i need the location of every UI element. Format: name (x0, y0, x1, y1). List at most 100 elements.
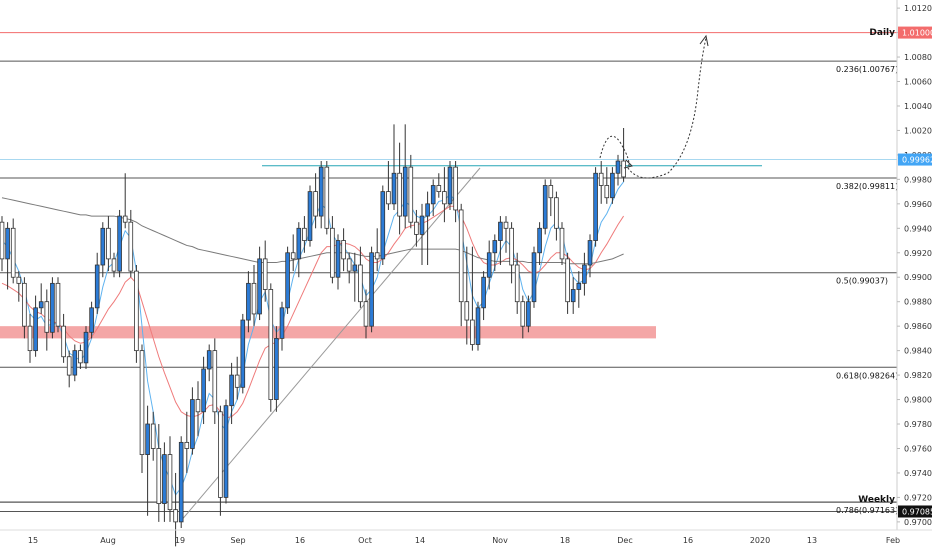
candle-up (190, 387, 195, 455)
long-ma-line (1, 197, 624, 265)
candle-body (229, 374, 234, 407)
candle-up (475, 301, 481, 351)
candle-body (386, 191, 391, 205)
candle-body (481, 276, 486, 309)
candle-down (330, 216, 335, 284)
candle-down (128, 209, 134, 278)
candle-body (419, 215, 425, 235)
candle-down (55, 277, 61, 333)
candle-body (212, 350, 218, 413)
candle-body (178, 441, 184, 523)
candle-body (44, 301, 50, 333)
candle-down (16, 271, 22, 302)
candle-up (447, 161, 453, 210)
x-tick-label: 16 (295, 536, 305, 545)
candle-up (33, 295, 38, 357)
candle-down (604, 167, 610, 204)
candle-up (50, 277, 55, 339)
candle-up (352, 252, 358, 302)
candle-down (0, 216, 5, 272)
candle-body (94, 264, 100, 309)
candle-body (307, 191, 313, 241)
candle-body (223, 405, 229, 498)
candle-body (380, 191, 386, 260)
candle-down (156, 424, 162, 522)
y-tick-label: 0.97000 (904, 518, 932, 527)
candle-down (408, 154, 414, 229)
candle-body (391, 172, 397, 205)
level-label-fib-0.382: 0.382(0.99811) (836, 182, 898, 191)
candle-body (66, 356, 72, 376)
level-label-fib-0.5: 0.5(0.99037) (836, 277, 888, 286)
candle-body (570, 289, 576, 303)
candle-down (106, 216, 111, 272)
weekly-tag-bg (898, 505, 932, 518)
x-tick-label: Nov (492, 536, 508, 545)
candle-body (78, 350, 83, 364)
candle-body (531, 252, 537, 303)
candle-up (498, 216, 503, 265)
candle-down (10, 218, 16, 284)
candle-down (122, 173, 128, 229)
candle-body (206, 350, 212, 370)
candle-up (430, 179, 436, 217)
candle-body (498, 221, 503, 241)
candles (0, 124, 626, 547)
candle-body (190, 399, 195, 449)
candle-body (548, 185, 554, 199)
candle-body (111, 258, 117, 272)
candle-body (38, 301, 44, 309)
candle-up (206, 344, 212, 382)
level-label-fib-0.786: 0.786(0.97163) (836, 506, 898, 515)
candle-down (134, 265, 139, 363)
candle-up (486, 240, 492, 290)
candle-down (234, 356, 240, 400)
candle-body (16, 276, 22, 284)
candle-down (453, 161, 458, 223)
candle-up (582, 252, 587, 296)
candle-down (414, 209, 419, 247)
candle-body (341, 240, 346, 260)
candle-up (369, 246, 374, 333)
candle-body (195, 399, 201, 413)
candle-body (458, 209, 464, 303)
candle-up (576, 271, 582, 308)
candle-body (565, 258, 570, 303)
candle-body (492, 240, 498, 254)
x-tick-label: Aug (100, 536, 116, 545)
x-tick-label: 19 (175, 536, 185, 545)
candle-down (436, 173, 442, 198)
x-tick-label: Sep (230, 536, 245, 545)
price-tags: 1.01000 0.99962 0.97085 (898, 26, 932, 518)
candle-body (156, 448, 162, 504)
candle-up (380, 185, 386, 265)
x-tick-label: Dec (617, 536, 632, 545)
candle-body (50, 282, 55, 333)
candle-up (5, 222, 10, 290)
candle-body (22, 282, 27, 327)
candle-body (447, 166, 453, 205)
candle-up (318, 161, 324, 229)
candle-down (324, 161, 330, 235)
candle-body (346, 258, 352, 272)
candle-body (0, 221, 5, 260)
candle-down (78, 344, 83, 369)
candle-up (94, 252, 100, 314)
candle-down (150, 411, 156, 461)
candle-down (565, 252, 570, 314)
candle-body (453, 166, 458, 211)
candle-body (234, 374, 240, 388)
candle-body (72, 350, 78, 376)
candle-up (296, 222, 302, 278)
x-tick-label: 18 (560, 536, 570, 545)
horizontal-levels (0, 32, 897, 512)
